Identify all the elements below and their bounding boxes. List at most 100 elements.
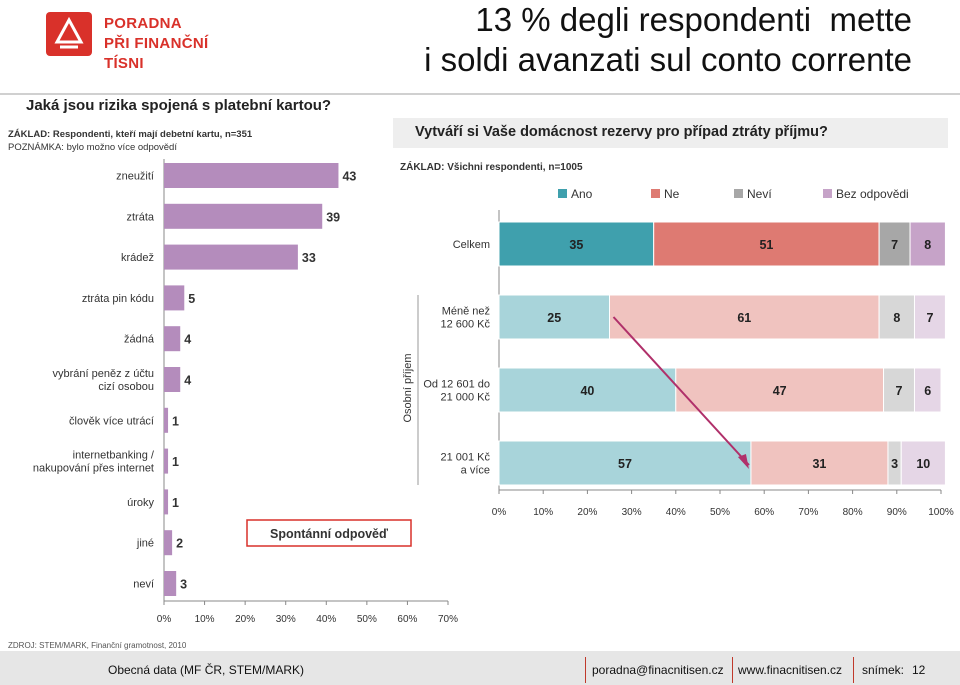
chart2-bar-segment [609,294,880,340]
chart2-value-label: 47 [773,384,787,398]
chart2-value-label: 6 [924,384,931,398]
chart2-value-label: 51 [759,238,773,252]
chart2-x-tick-label: 80% [843,507,863,518]
chart1-value-label: 2 [176,537,183,551]
chart1-value-label: 1 [172,414,179,428]
chart2-bar-segment [909,221,946,267]
chart1-annotation: Spontánní odpověď [270,527,388,541]
chart2-x-tick-label: 0% [492,507,507,518]
footer: Obecná data (MF ČR, STEM/MARK) poradna@f… [0,651,960,685]
chart2-value-label: 40 [580,384,594,398]
chart2-category-label: 21 000 Kč [440,392,490,404]
chart1-bar [164,571,177,596]
chart2-category-label: Od 12 601 do [423,379,490,391]
chart1-x-tick-label: 70% [438,614,458,625]
footer-web[interactable]: www.finacnitisen.cz [738,663,843,677]
chart2-legend-label: Bez odpovědi [836,187,909,201]
chart1-value-label: 33 [302,251,316,265]
chart1-bar [164,530,173,556]
chart2-legend-label: Neví [747,187,772,201]
chart1-value-label: 43 [342,170,356,184]
slide-title-line1: 13 % degli respondenti mette [475,1,912,38]
footer-email[interactable]: poradna@finacnitisen.cz [592,663,724,677]
footer-separator [585,657,586,683]
chart1-bar [164,407,169,433]
footer-slide-number: 12 [912,663,926,677]
chart2-bar-segment [675,367,885,413]
footer-slide-label: snímek: [862,663,905,677]
chart1-category-label: vybrání peněz z účtu [52,368,154,380]
chart1-category-label: internetbanking / [73,450,155,462]
chart2-bar-segment [913,294,946,340]
chart1-value-label: 4 [184,374,191,388]
chart2-legend-label: Ne [664,187,680,201]
chart2-legend-swatch [823,189,832,198]
chart2-value-label: 35 [569,238,583,252]
chart2-base-note: ZÁKLAD: Všichni respondenti, n=1005 [400,160,583,173]
chart1-value-label: 1 [172,496,179,510]
chart1-value-label: 5 [188,292,195,306]
chart1-value-label: 3 [180,578,187,592]
logo: PORADNA PŘI FINANČNÍ TÍSNI [46,10,246,72]
slide-title-line2: i soldi avanzati sul conto corrente [424,41,912,78]
chart2-value-label: 7 [926,311,933,325]
chart1-bar [164,285,185,311]
chart1-category-label: ztráta [126,211,154,223]
chart1-category-label: krádež [121,252,154,264]
chart2-title-band [393,118,948,148]
chart2-bar-segment [913,367,942,413]
chart2-legend-swatch [558,189,567,198]
chart2-trend-arrow [612,316,750,466]
chart2-x-tick-label: 70% [798,507,818,518]
chart2-bar-segment [878,294,915,340]
chart2-x-tick-label: 100% [928,507,954,518]
chart2-category-label: a více [461,465,490,477]
chart1-value-label: 4 [184,333,191,347]
chart2-value-label: 61 [737,311,751,325]
chart2-bar-segment [498,440,752,486]
chart2-bar-segment [498,367,677,413]
chart2-value-label: 57 [618,457,632,471]
chart2-bar-segment [750,440,889,486]
chart2-value-label: 31 [812,457,826,471]
chart1-bar [164,367,181,392]
chart2-x-tick-label: 40% [666,507,686,518]
chart1-x-tick-label: 50% [357,614,377,625]
chart1-bar [164,448,169,474]
chart1-category-label: žádná [124,334,155,346]
chart1-value-label: 1 [172,455,179,469]
chart2-legend-swatch [734,189,743,198]
chart2-x-tick-label: 90% [887,507,907,518]
chart2-value-label: 8 [924,238,931,252]
header-rule [0,93,960,95]
chart2-legend-swatch [651,189,660,198]
chart1-base-note: ZÁKLAD: Respondenti, kteří mají debetní … [8,129,253,140]
slide-title: 13 % degli respondenti mette i soldi ava… [292,0,912,80]
logo-symbol-icon [54,16,84,49]
chart1-bar [164,326,181,352]
chart1-title: Jaká jsou rizika spojená s platební kart… [26,97,331,114]
chart2-category-label: Méně než [442,306,490,318]
logo-line1: PORADNA [104,15,182,32]
chart2-category-label: Celkem [453,239,490,251]
chart1-remark-note: POZNÁMKA: bylo možno více odpovědí [8,142,177,153]
chart1-category-label: ztráta pin kódu [82,293,154,305]
chart1-category-label: cizí osobou [98,381,154,393]
footer-source: Obecná data (MF ČR, STEM/MARK) [108,663,305,677]
chart2-x-tick-label: 50% [710,507,730,518]
chart2-x-tick-label: 60% [754,507,774,518]
chart2-value-label: 7 [896,384,903,398]
chart2-value-label: 25 [547,311,561,325]
chart2-value-label: 10 [916,457,930,471]
chart1-x-tick-label: 40% [316,614,336,625]
chart1-x-tick-label: 0% [157,614,172,625]
chart1-category-label: zneužití [116,171,154,183]
chart2-x-tick-label: 20% [577,507,597,518]
logo-line2: PŘI FINANČNÍ TÍSNI [104,35,209,72]
chart2-bar-segment [498,294,610,340]
chart1-category-label: nakupování přes internet [33,463,154,475]
chart1-bar [164,203,323,229]
chart2-bar-segment [498,221,655,267]
chart1-category-label: úroky [127,497,154,509]
footer-separator [732,657,733,683]
